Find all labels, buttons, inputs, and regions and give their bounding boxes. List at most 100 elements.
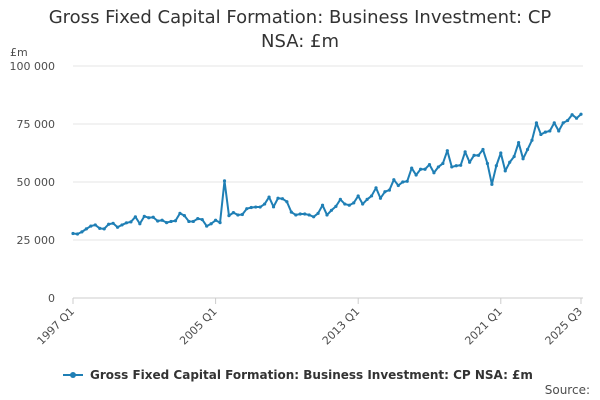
data-point <box>222 179 227 183</box>
data-point <box>548 129 552 133</box>
data-point <box>191 219 195 224</box>
data-point <box>298 212 302 216</box>
data-point <box>102 227 106 231</box>
data-point <box>120 223 124 227</box>
data-point <box>338 197 342 201</box>
data-point <box>312 215 316 219</box>
data-point <box>267 195 271 199</box>
data-point <box>142 214 146 218</box>
data-point <box>503 169 507 173</box>
data-point <box>93 223 97 227</box>
data-point <box>111 221 115 225</box>
data-point <box>374 186 378 190</box>
data-point <box>356 194 360 198</box>
data-point <box>276 196 280 200</box>
data-point <box>552 121 556 125</box>
data-point <box>245 207 249 211</box>
data-point <box>138 222 142 226</box>
data-point <box>187 219 191 224</box>
data-point <box>445 149 449 153</box>
y-axis-unit-label: £m <box>10 46 28 59</box>
data-point <box>517 140 521 145</box>
data-point <box>160 218 164 222</box>
data-point <box>89 224 93 228</box>
data-point <box>285 200 289 204</box>
data-point <box>240 212 244 217</box>
data-point <box>98 226 102 230</box>
x-tick-label: 2025 Q3 <box>543 305 586 348</box>
chart-title-line-1: Gross Fixed Capital Formation: Business … <box>48 7 552 28</box>
data-point <box>303 212 307 216</box>
data-point <box>485 161 490 166</box>
data-point <box>441 161 445 166</box>
data-point <box>365 197 369 201</box>
data-point <box>263 202 267 206</box>
data-point <box>579 112 583 116</box>
data-point <box>521 157 525 161</box>
legend-line-marker-icon <box>63 372 83 378</box>
data-point <box>325 213 329 217</box>
y-tick-label: 50 000 <box>17 176 56 189</box>
data-point <box>414 173 418 177</box>
legend[interactable]: Gross Fixed Capital Formation: Business … <box>62 367 533 383</box>
data-point <box>463 150 467 154</box>
data-point <box>481 147 485 152</box>
data-point <box>329 208 334 212</box>
data-point <box>249 205 253 210</box>
data-point <box>436 165 440 169</box>
data-point <box>499 151 503 155</box>
data-point <box>508 160 512 164</box>
data-point <box>129 220 133 224</box>
data-point <box>80 230 84 234</box>
data-point <box>432 171 436 175</box>
legend-label: Gross Fixed Capital Formation: Business … <box>90 368 533 382</box>
data-point <box>427 163 432 167</box>
data-point <box>231 211 236 215</box>
data-point <box>182 214 186 218</box>
data-point <box>383 190 387 194</box>
data-point <box>236 213 240 217</box>
data-point <box>316 211 320 215</box>
data-point <box>289 210 293 214</box>
data-point <box>570 113 574 117</box>
data-point <box>164 221 169 225</box>
data-point <box>418 167 423 171</box>
data-point <box>561 121 565 125</box>
data-point <box>124 221 129 225</box>
data-point <box>574 116 579 120</box>
data-point <box>401 180 405 184</box>
data-point <box>156 219 160 223</box>
data-point <box>378 196 383 200</box>
data-point <box>476 153 481 157</box>
y-tick-label: 75 000 <box>17 118 56 131</box>
data-point <box>294 213 298 217</box>
data-point <box>512 154 516 159</box>
data-point <box>543 130 547 134</box>
data-point <box>75 232 80 236</box>
data-point <box>396 183 400 188</box>
data-point <box>539 132 543 137</box>
data-point <box>151 215 155 219</box>
data-point <box>196 217 200 221</box>
data-point <box>347 203 351 207</box>
data-point <box>566 118 570 123</box>
x-axis: 1997 Q1 2005 Q1 2013 Q1 2021 Q1 2025 Q3 <box>35 297 586 348</box>
data-point <box>227 214 231 218</box>
data-point <box>173 219 178 223</box>
data-point <box>423 167 427 171</box>
data-point <box>557 129 561 133</box>
data-point <box>472 153 476 157</box>
x-tick-label: 2005 Q1 <box>177 305 220 348</box>
x-tick-label: 2013 Q1 <box>320 305 363 348</box>
data-point <box>369 194 374 198</box>
data-point <box>459 163 463 167</box>
data-point <box>361 202 365 206</box>
data-point <box>133 215 137 219</box>
data-point <box>115 225 120 229</box>
data-point <box>71 231 75 236</box>
data-point <box>84 227 88 231</box>
data-point <box>352 201 356 205</box>
data-point <box>343 202 347 206</box>
data-point <box>218 221 222 225</box>
